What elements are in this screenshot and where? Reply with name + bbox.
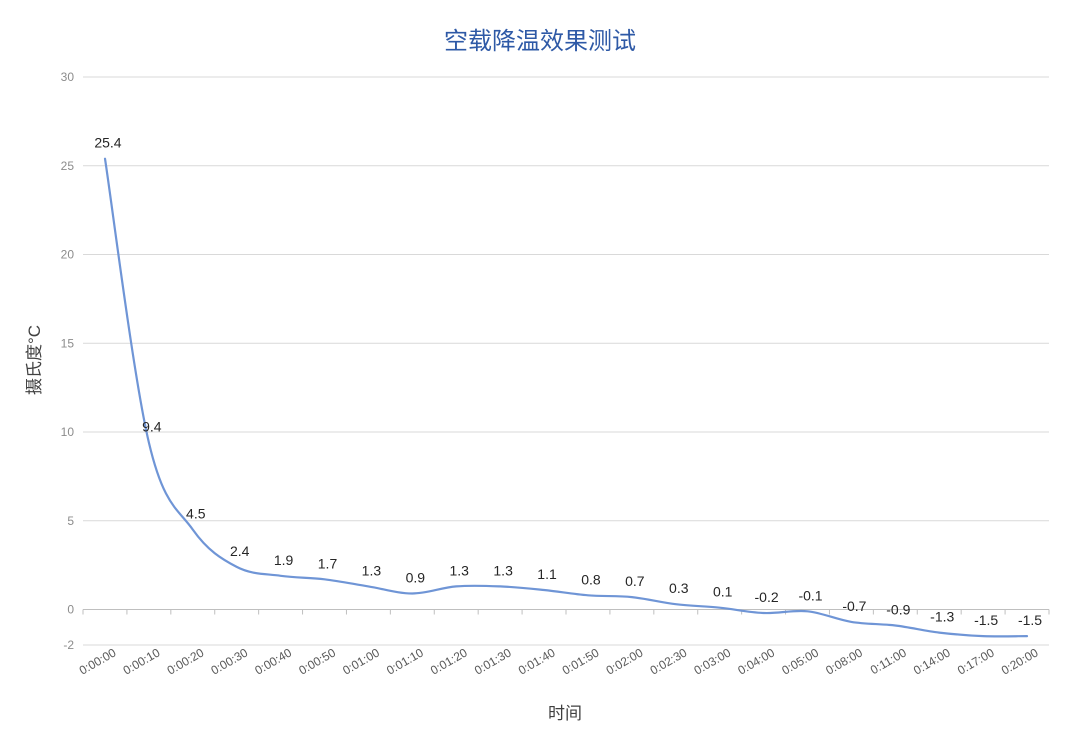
data-label: 1.3 xyxy=(493,562,513,578)
x-tick-label: 0:01:20 xyxy=(428,645,470,677)
data-label: -1.3 xyxy=(930,609,954,625)
series-line-group xyxy=(103,157,1029,638)
data-label: -0.9 xyxy=(886,601,910,617)
y-tick-label: 25 xyxy=(61,159,75,173)
data-label: 1.9 xyxy=(274,552,294,568)
x-tick-label: 0:02:00 xyxy=(604,645,646,677)
data-labels: 25.4 9.4 4.5 2.4 1.9 1.7 1.3 0.9 1.3 1.3 1.1 0.8 0.7… xyxy=(94,135,1042,628)
x-tick-label: 0:08:00 xyxy=(823,645,865,677)
data-label: 0.1 xyxy=(713,584,733,600)
series-line xyxy=(103,157,1029,638)
y-tick-label: 30 xyxy=(61,70,75,84)
data-label: 0.7 xyxy=(625,573,645,589)
chart-title: 空载降温效果测试 xyxy=(444,28,636,55)
x-tick-label: 0:01:40 xyxy=(516,645,558,677)
x-tick-label: 0:00:50 xyxy=(296,645,338,677)
y-axis-title: 摄氏度°C xyxy=(25,325,44,395)
gridlines xyxy=(83,76,1049,646)
x-tick-label: 0:00:20 xyxy=(165,645,207,677)
y-tick-label: 20 xyxy=(61,248,75,262)
data-label: 1.1 xyxy=(537,566,557,582)
y-axis-ticks: 30 25 20 15 10 5 0 -2 xyxy=(61,70,75,652)
data-label: -0.1 xyxy=(798,587,822,603)
x-tick-label: 0:20:00 xyxy=(999,645,1041,677)
data-label: -1.5 xyxy=(1018,612,1042,628)
data-label: 0.8 xyxy=(581,571,601,587)
y-tick-label: 5 xyxy=(67,514,74,528)
data-label: 0.3 xyxy=(669,580,689,596)
x-tick-label: 0:04:00 xyxy=(735,645,777,677)
y-tick-label: 0 xyxy=(67,603,74,617)
y-tick-label: 15 xyxy=(61,336,75,350)
x-tick-label: 0:02:30 xyxy=(648,645,690,677)
data-label: 0.9 xyxy=(406,570,426,586)
x-axis-title: 时间 xyxy=(548,704,582,723)
data-label: 1.3 xyxy=(449,562,469,578)
x-tick-label: 0:03:00 xyxy=(692,645,734,677)
data-label: 1.3 xyxy=(362,562,382,578)
x-tick-label: 0:17:00 xyxy=(955,645,997,677)
data-label: 25.4 xyxy=(94,135,121,151)
y-tick-label: 10 xyxy=(61,425,75,439)
data-label: 9.4 xyxy=(142,419,162,435)
data-label: -1.5 xyxy=(974,612,998,628)
x-tick-label: 0:01:00 xyxy=(340,645,382,677)
x-tick-label: 0:05:00 xyxy=(779,645,821,677)
x-axis-ticks: 0:00:00 0:00:10 0:00:20 0:00:30 0:00:40 0:00:… xyxy=(77,609,1050,678)
x-tick-label: 0:14:00 xyxy=(911,645,953,677)
data-label: 4.5 xyxy=(186,506,206,522)
x-tick-label: 0:11:00 xyxy=(868,645,909,677)
x-tick-label: 0:00:00 xyxy=(77,645,119,677)
data-label: -0.7 xyxy=(842,598,866,614)
data-label: 1.7 xyxy=(318,555,338,571)
x-tick-label: 0:01:10 xyxy=(384,645,426,677)
x-tick-label: 0:00:30 xyxy=(209,645,251,677)
x-tick-label: 0:01:30 xyxy=(472,645,514,677)
data-label: 2.4 xyxy=(230,543,250,559)
x-tick-label: 0:00:40 xyxy=(252,645,294,677)
x-tick-label: 0:01:50 xyxy=(560,645,602,677)
data-label: -0.2 xyxy=(755,589,779,605)
x-tick-label: 0:00:10 xyxy=(121,645,163,677)
y-tick-label: -2 xyxy=(63,638,74,652)
